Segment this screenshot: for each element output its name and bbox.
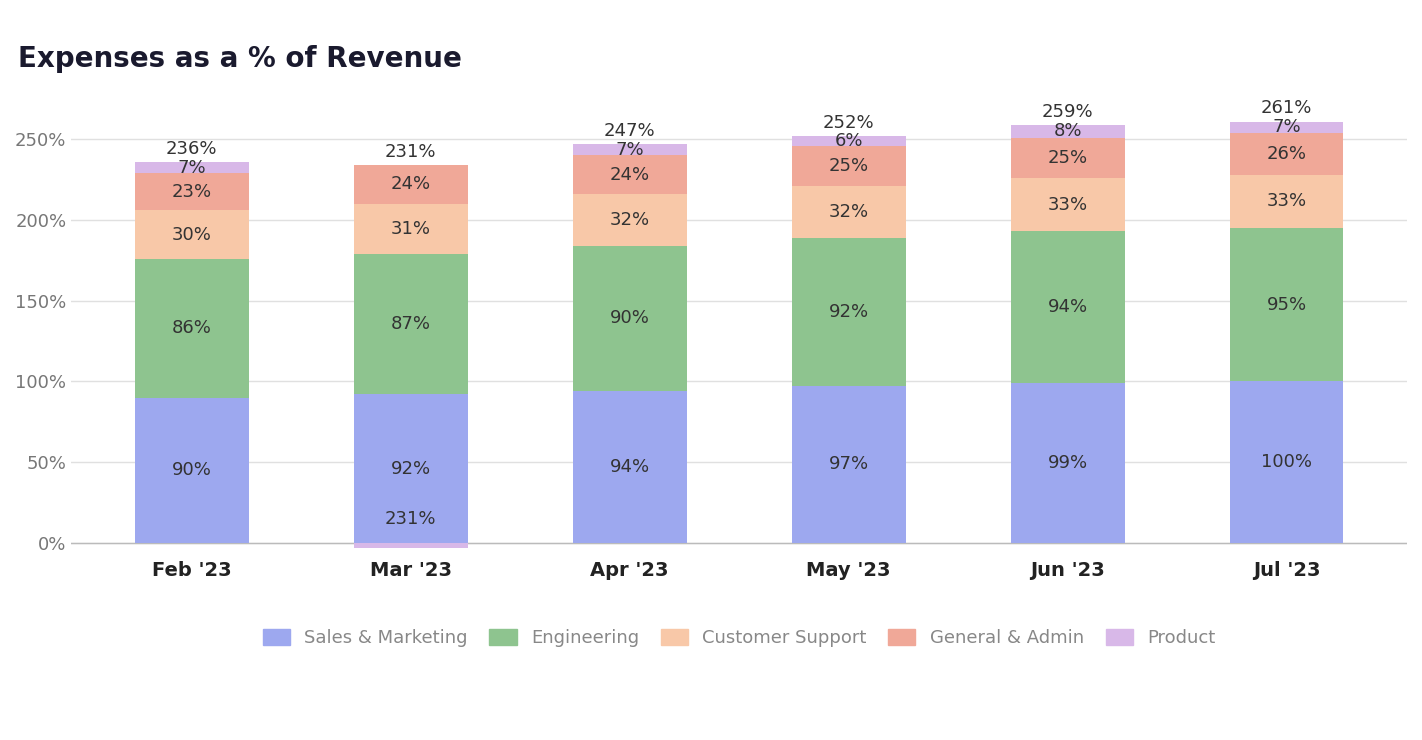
Bar — [1230, 121, 1344, 132]
Text: 25%: 25% — [1048, 149, 1088, 166]
Text: 24%: 24% — [391, 175, 431, 193]
Text: 7%: 7% — [616, 141, 644, 159]
Text: 32%: 32% — [829, 203, 869, 221]
Bar — [573, 194, 687, 246]
Text: 95%: 95% — [1267, 296, 1307, 314]
Bar — [792, 146, 906, 186]
Bar — [354, 394, 468, 542]
Text: 247%: 247% — [604, 122, 656, 140]
Bar — [1230, 228, 1344, 381]
Text: 100%: 100% — [1261, 453, 1313, 471]
Text: Expenses as a % of Revenue: Expenses as a % of Revenue — [18, 45, 462, 73]
Bar — [573, 155, 687, 194]
Text: 236%: 236% — [166, 140, 218, 158]
Bar — [1230, 132, 1344, 175]
Bar — [354, 204, 468, 254]
Text: 99%: 99% — [1048, 454, 1088, 472]
Bar — [573, 391, 687, 542]
Text: 86%: 86% — [172, 319, 212, 337]
Bar — [135, 210, 249, 259]
Bar — [135, 397, 249, 542]
Bar — [1011, 125, 1125, 138]
Text: 30%: 30% — [172, 226, 212, 243]
Text: 261%: 261% — [1261, 99, 1313, 118]
Text: 33%: 33% — [1048, 195, 1088, 214]
Text: 94%: 94% — [1048, 298, 1088, 316]
Text: 90%: 90% — [610, 309, 650, 327]
Text: 231%: 231% — [385, 510, 437, 528]
Text: 24%: 24% — [610, 166, 650, 184]
Text: 92%: 92% — [829, 303, 869, 321]
Text: 259%: 259% — [1042, 103, 1094, 121]
Text: 7%: 7% — [178, 158, 206, 177]
Bar — [354, 542, 468, 548]
Text: 87%: 87% — [391, 315, 431, 333]
Bar — [792, 186, 906, 238]
Text: 231%: 231% — [385, 143, 437, 161]
Bar — [1011, 383, 1125, 542]
Bar — [792, 238, 906, 386]
Bar — [1230, 381, 1344, 542]
Text: 33%: 33% — [1267, 192, 1307, 210]
Text: 92%: 92% — [391, 460, 431, 477]
Text: 25%: 25% — [829, 157, 869, 175]
Bar — [792, 136, 906, 146]
Text: 252%: 252% — [823, 114, 875, 132]
Text: 94%: 94% — [610, 458, 650, 476]
Bar — [573, 144, 687, 155]
Text: 26%: 26% — [1267, 145, 1307, 163]
Text: 6%: 6% — [835, 132, 863, 150]
Bar — [1011, 138, 1125, 178]
Text: 7%: 7% — [1273, 118, 1301, 136]
Bar — [354, 254, 468, 394]
Bar — [1011, 178, 1125, 232]
Bar — [135, 162, 249, 173]
Text: 31%: 31% — [391, 220, 431, 238]
Bar — [792, 386, 906, 542]
Text: 23%: 23% — [172, 183, 212, 201]
Bar — [135, 173, 249, 210]
Bar — [135, 259, 249, 397]
Bar — [354, 165, 468, 204]
Bar — [1011, 232, 1125, 383]
Legend: Sales & Marketing, Engineering, Customer Support, General & Admin, Product: Sales & Marketing, Engineering, Customer… — [256, 622, 1223, 654]
Text: 97%: 97% — [829, 456, 869, 474]
Text: 90%: 90% — [172, 461, 212, 479]
Text: 32%: 32% — [610, 211, 650, 229]
Text: 8%: 8% — [1054, 122, 1082, 140]
Bar — [1230, 175, 1344, 228]
Bar — [573, 246, 687, 391]
